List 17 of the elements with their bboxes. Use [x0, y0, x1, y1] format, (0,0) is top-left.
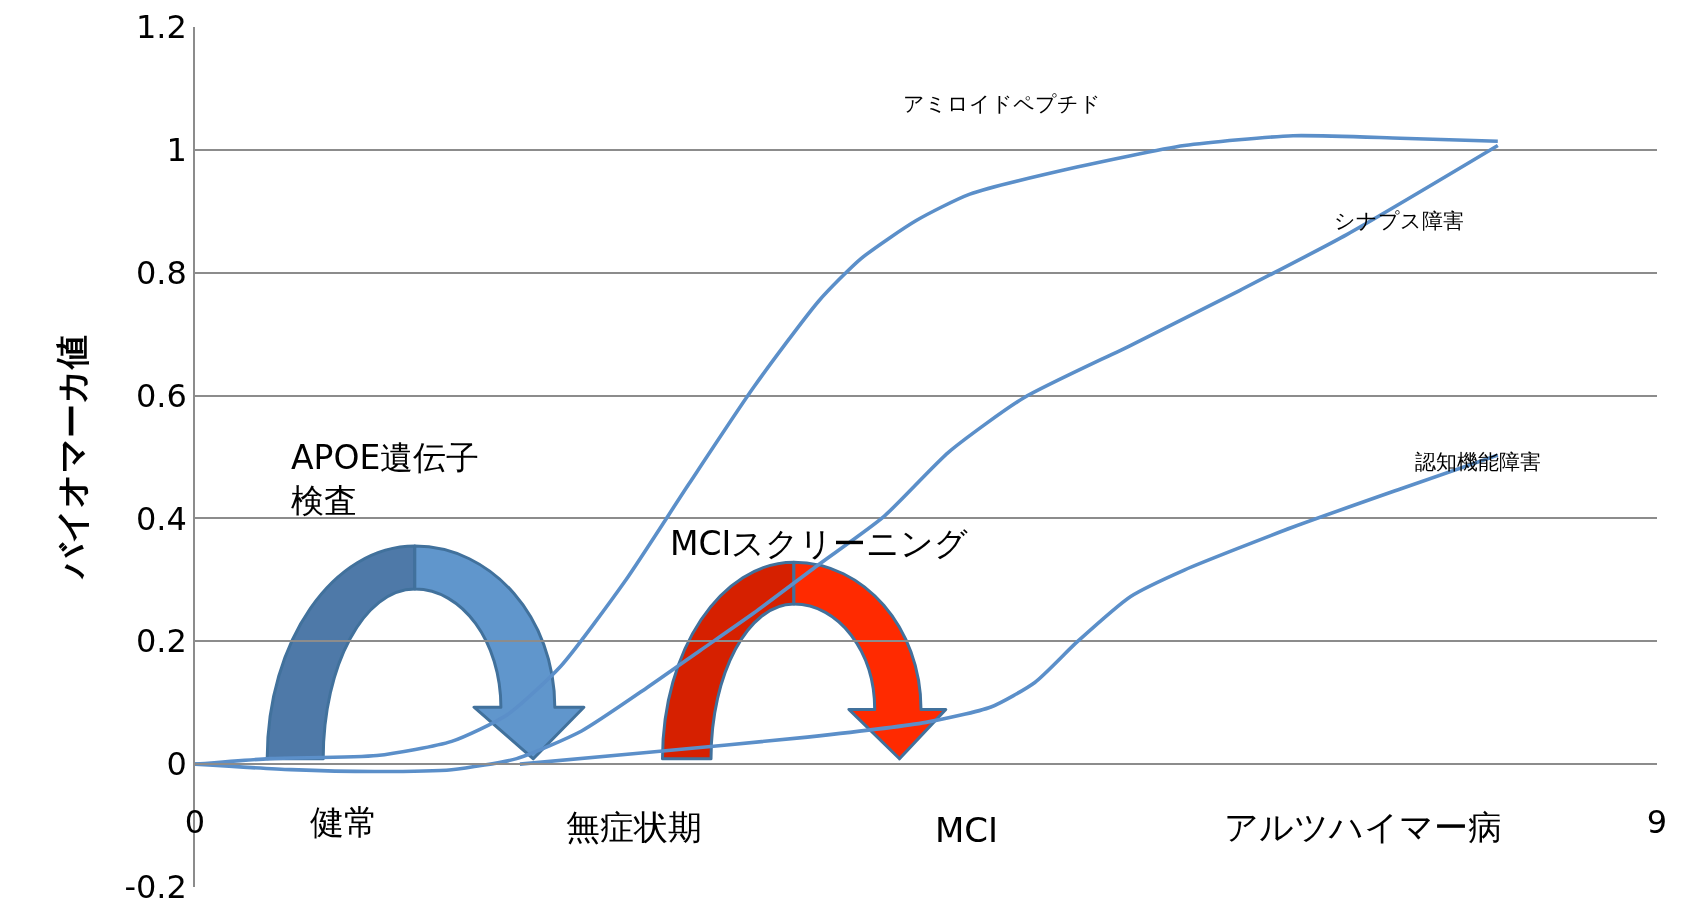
y-tick-label: 0.6 — [135, 376, 187, 415]
y-tick-label: 0 — [166, 745, 187, 784]
y-tick-label: 0.2 — [135, 622, 187, 661]
y-tick-label: 1 — [166, 131, 187, 170]
y-tick-label: -0.2 — [124, 868, 187, 907]
line-series — [518, 453, 1500, 766]
y-tick-label: 0.8 — [135, 253, 187, 292]
annotation: APOE遺伝子検査 — [291, 438, 480, 520]
annotation: 無症状期 — [566, 807, 702, 847]
text: アミロイドペプチド — [903, 92, 1101, 116]
annotation: アルツハイマー病 — [1224, 807, 1502, 847]
annotation: 健常 — [310, 802, 378, 842]
y-tick-label: 0.4 — [135, 499, 187, 538]
x-tick-label: 9 — [1646, 803, 1668, 842]
y-axis-title: バイオマーカ値 — [51, 335, 92, 581]
y-tick-label: 1.2 — [135, 8, 187, 47]
annotation: MCI — [935, 810, 999, 850]
